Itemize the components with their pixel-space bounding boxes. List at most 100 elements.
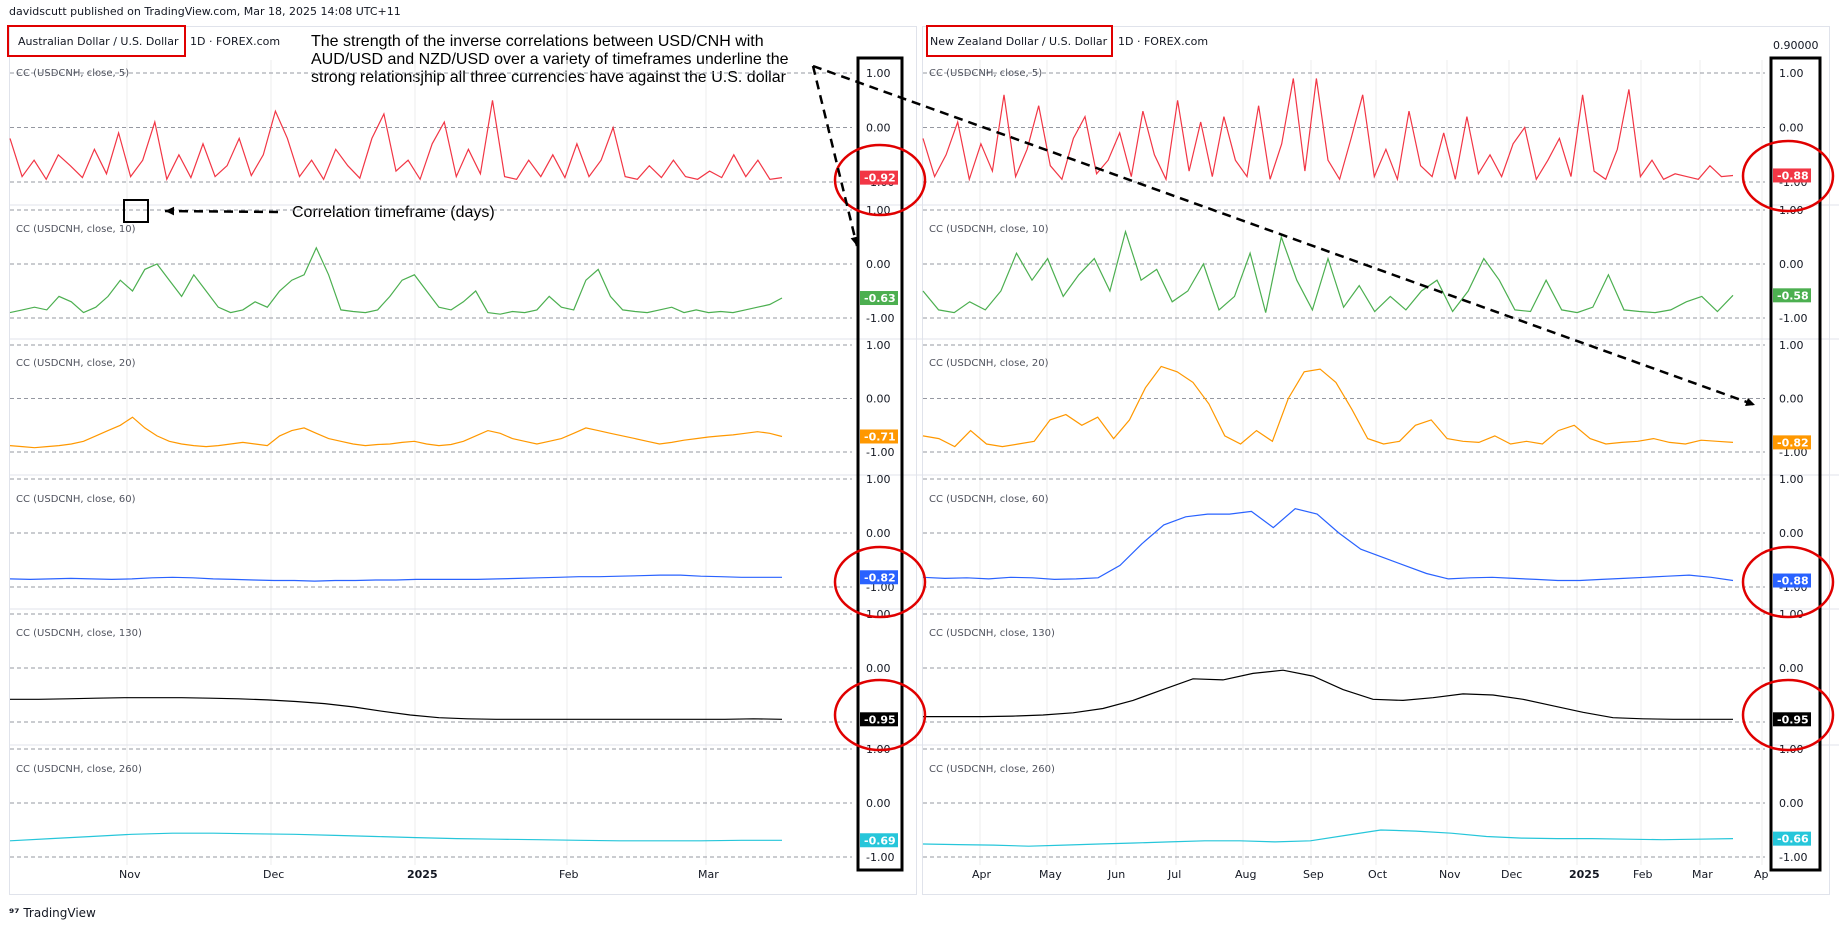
aud-axis-arrow (811, 65, 859, 247)
nzd-series-line-5 (922, 78, 1734, 182)
aud-axis-label: 0.00 (866, 662, 891, 675)
aud-pane-title-5: CC (USDCNH, close, 5) (16, 68, 129, 79)
aud-last-value-badge-60 (860, 570, 898, 585)
nzd-last-value-130: -0.95 (1777, 713, 1809, 726)
aud-last-value-badge-130 (860, 712, 898, 727)
highlight-ellipse (833, 143, 927, 217)
nzd-x-tick-label: Ap (1754, 868, 1769, 881)
aud-last-value-badge-20 (860, 429, 898, 444)
nzd-x-tick-label: Oct (1368, 868, 1388, 881)
nzd-last-value-badge-130 (1773, 712, 1811, 727)
aud-symbol-subtitle: 1D · FOREX.com (190, 35, 281, 48)
aud-axis-label: -1.00 (866, 851, 894, 864)
nzd-x-tick-label: Apr (972, 868, 992, 881)
headline-annotation: The strength of the inverse correlations… (311, 33, 789, 86)
nzd-axis-label: 0.00 (1779, 797, 1804, 810)
nzd-last-value-badge-60 (1773, 573, 1811, 588)
nzd-series-line-60 (922, 508, 1734, 582)
highlight-ellipse (833, 678, 927, 752)
nzd-pane-title-20: CC (USDCNH, close, 20) (929, 358, 1049, 369)
aud-axis-label: 0.00 (866, 122, 891, 135)
nzd-last-value-badge-20 (1773, 435, 1811, 450)
nzd-last-value-badge-5 (1773, 168, 1811, 183)
aud-x-tick-label: 2025 (407, 868, 438, 881)
nzd-axis-label: 0.00 (1779, 527, 1804, 540)
nzd-axis-label: 0.00 (1779, 122, 1804, 135)
highlight-ellipse (1741, 678, 1835, 752)
nzd-symbol-subtitle: 1D · FOREX.com (1118, 35, 1209, 48)
nzd-x-tick-label: Jun (1107, 868, 1125, 881)
nzd-panel-border (922, 26, 1830, 895)
nzd-last-value-10: -0.58 (1777, 289, 1809, 302)
nzd-axis-label: -1.00 (1779, 851, 1807, 864)
tradingview-logo-text: TradingView (23, 906, 96, 920)
nzd-axis-label: -1.00 (1779, 312, 1807, 325)
nzd-pane-title-130: CC (USDCNH, close, 130) (929, 628, 1055, 639)
highlight-ellipse (833, 545, 927, 619)
aud-pane-title-10: CC (USDCNH, close, 10) (16, 224, 136, 235)
nzd-symbol-title[interactable]: New Zealand Dollar / U.S. Dollar (930, 35, 1108, 48)
aud-series-line-10 (9, 246, 783, 315)
aud-axis-label: -1.00 (866, 446, 894, 459)
nzd-axis-label: 1.00 (1779, 473, 1804, 486)
nzd-axis-arrow (812, 64, 1756, 407)
aud-pane-title-260: CC (USDCNH, close, 260) (16, 764, 142, 775)
aud-axis-label: 1.00 (866, 339, 891, 352)
aud-axis-label: 1.00 (866, 67, 891, 80)
timeframe-arrow-head (165, 206, 175, 216)
aud-x-tick-label: Dec (263, 868, 284, 881)
aud-x-tick-label: Nov (119, 868, 141, 881)
nzd-series-line-130 (923, 669, 1733, 720)
nzd-price-label: 0.90000 (1773, 39, 1819, 52)
aud-pane-title-130: CC (USDCNH, close, 130) (16, 628, 142, 639)
aud-panel-border (9, 26, 917, 895)
aud-series-line-5 (9, 100, 783, 182)
aud-last-value-badge-260 (860, 833, 898, 848)
timeframe-highlight-box (123, 199, 149, 223)
highlight-ellipse (1741, 139, 1835, 213)
nzd-last-value-60: -0.88 (1777, 575, 1809, 588)
aud-last-value-badge-10 (860, 291, 898, 306)
timeframe-arrow (164, 209, 279, 214)
nzd-x-tick-label: Mar (1692, 868, 1713, 881)
aud-axis-label: 0.00 (866, 393, 891, 406)
publish-info: davidscutt published on TradingView.com,… (9, 5, 401, 18)
nzd-last-value-badge-10 (1773, 288, 1811, 303)
nzd-title-highlight-box (926, 25, 1113, 57)
nzd-pane-title-10: CC (USDCNH, close, 10) (929, 224, 1049, 235)
aud-series-line-260 (9, 832, 782, 842)
nzd-pane-title-60: CC (USDCNH, close, 60) (929, 494, 1049, 505)
nzd-axis-arrow-head (1745, 397, 1755, 407)
aud-last-value-20: -0.71 (864, 430, 896, 443)
aud-symbol-title[interactable]: Australian Dollar / U.S. Dollar (18, 35, 179, 48)
aud-axis-label: 1.00 (866, 608, 891, 621)
nzd-x-tick-label: Dec (1501, 868, 1522, 881)
aud-axis-arrow-head (850, 236, 860, 246)
aud-pane-title-20: CC (USDCNH, close, 20) (16, 358, 136, 369)
nzd-axis-label: 0.00 (1779, 258, 1804, 271)
aud-axis-label: -1.00 (866, 312, 894, 325)
aud-x-tick-label: Feb (559, 868, 578, 881)
nzd-axis-highlight-box (1769, 56, 1822, 872)
nzd-axis-label: 0.00 (1779, 393, 1804, 406)
nzd-x-tick-label: May (1039, 868, 1062, 881)
aud-series-line-20 (9, 416, 783, 449)
aud-title-highlight-box (7, 25, 186, 57)
nzd-series-line-20 (922, 365, 1734, 448)
nzd-axis-label: 0.00 (1779, 662, 1804, 675)
nzd-last-value-5: -0.88 (1777, 169, 1809, 182)
nzd-x-tick-label: Sep (1303, 868, 1324, 881)
tradingview-logo: ⁹⁷ TradingView (9, 906, 96, 920)
nzd-x-tick-label: Aug (1235, 868, 1256, 881)
aud-last-value-5: -0.92 (864, 172, 896, 185)
nzd-axis-label: 1.00 (1779, 67, 1804, 80)
aud-series-line-60 (9, 574, 782, 582)
aud-last-value-10: -0.63 (864, 292, 896, 305)
aud-x-tick-label: Mar (698, 868, 719, 881)
nzd-axis-label: 1.00 (1779, 339, 1804, 352)
aud-last-value-130: -0.95 (864, 713, 896, 726)
nzd-series-line-10 (922, 229, 1734, 314)
aud-axis-label: 0.00 (866, 797, 891, 810)
nzd-pane-title-5: CC (USDCNH, close, 5) (929, 68, 1042, 79)
